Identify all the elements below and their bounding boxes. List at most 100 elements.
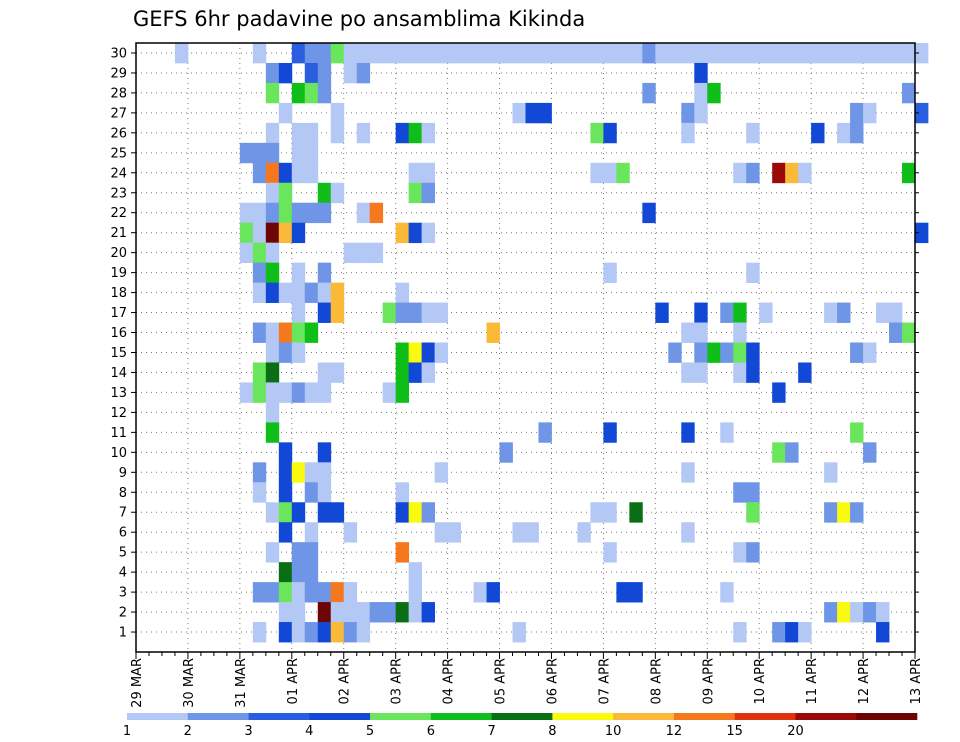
heatmap-cell	[720, 422, 734, 443]
heatmap-cell	[434, 43, 448, 64]
heatmap-cell	[330, 43, 345, 64]
y-tick-label: 25	[110, 146, 127, 161]
heatmap-cell	[629, 502, 643, 523]
heatmap-cell	[564, 43, 578, 64]
colorbar-label: 2	[184, 724, 192, 739]
heatmap-cell	[434, 302, 448, 323]
y-tick-label: 10	[110, 446, 127, 461]
x-axis: 29 MAR 30 MAR 31 MAR 01 APR 02 APR 03 APR 04 A…	[130, 652, 924, 708]
heatmap-cell	[746, 43, 760, 64]
y-tick-label: 3	[119, 586, 127, 601]
heatmap-cell	[330, 582, 345, 603]
heatmap-cell	[395, 482, 410, 503]
heatmap-cell	[291, 342, 306, 363]
heatmap-cell	[733, 362, 747, 383]
colorbar-swatch	[248, 713, 310, 720]
heatmap-cell	[785, 43, 799, 64]
heatmap-cell	[590, 122, 604, 144]
y-tick-label: 19	[110, 266, 127, 281]
heatmap-cell	[616, 162, 630, 184]
heatmap-cell	[291, 502, 306, 523]
heatmap-cell	[915, 102, 929, 124]
heatmap-cell	[252, 622, 267, 643]
heatmap-cell	[538, 43, 552, 64]
heatmap-cell	[278, 622, 293, 643]
heatmap-cell	[681, 43, 695, 64]
heatmap-cell	[421, 362, 436, 383]
heatmap-cell	[317, 62, 332, 84]
heatmap-cell	[343, 62, 358, 84]
heatmap-cell	[382, 43, 397, 64]
heatmap-cell	[330, 182, 345, 204]
heatmap-cell	[733, 162, 747, 184]
heatmap-cell	[395, 302, 410, 323]
heatmap-cell	[876, 622, 890, 643]
heatmap-cell	[837, 602, 851, 623]
heatmap-cell	[395, 602, 410, 623]
heatmap-cell	[265, 62, 280, 84]
colorbar-swatch	[795, 713, 857, 720]
heatmap-cell	[304, 582, 319, 603]
heatmap-cell	[252, 382, 267, 403]
heatmap-cell	[317, 282, 332, 303]
heatmap-cell	[317, 462, 332, 483]
heatmap-cell	[629, 582, 643, 603]
heatmap-cell	[590, 162, 604, 184]
heatmap-cell	[382, 302, 397, 323]
heatmap-cell	[278, 222, 293, 244]
heatmap-cell	[408, 502, 423, 523]
heatmap-cell	[499, 43, 513, 64]
colorbar-swatch	[127, 713, 189, 720]
heatmap-cell	[824, 302, 838, 323]
heatmap-cell	[772, 382, 786, 403]
heatmap-cell	[759, 302, 773, 323]
heatmap-cells	[174, 43, 929, 643]
heatmap-cell	[746, 342, 760, 363]
heatmap-cell	[330, 282, 345, 303]
heatmap-cell	[902, 43, 916, 64]
heatmap-cell	[252, 202, 267, 224]
heatmap-cell	[239, 382, 254, 403]
heatmap-cell	[590, 502, 604, 523]
heatmap-cell	[863, 342, 877, 363]
heatmap-cell	[278, 482, 293, 503]
heatmap-cell	[408, 562, 423, 583]
heatmap-cell	[395, 43, 410, 64]
heatmap-cell	[265, 242, 280, 264]
heatmap-cell	[915, 43, 929, 64]
heatmap-cell	[694, 82, 708, 104]
heatmap-cell	[252, 43, 267, 64]
heatmap-cell	[473, 43, 487, 64]
heatmap-cell	[772, 162, 786, 184]
heatmap-cell	[278, 202, 293, 224]
heatmap-cell	[278, 462, 293, 483]
heatmap-cell	[304, 142, 319, 164]
heatmap-cell	[603, 122, 617, 144]
colorbar-swatch	[187, 713, 249, 720]
y-axis: 1234567891011121314151617181920212223242…	[110, 46, 919, 641]
heatmap-cell	[408, 342, 423, 363]
heatmap-cell	[577, 43, 591, 64]
y-tick-label: 8	[119, 486, 127, 501]
heatmap-cell	[278, 522, 293, 543]
y-tick-label: 15	[110, 346, 127, 361]
heatmap-cell	[772, 442, 786, 463]
heatmap-cell	[317, 382, 332, 403]
heatmap-cell	[746, 362, 760, 383]
heatmap-cell	[850, 602, 864, 623]
colorbar-swatch	[613, 713, 675, 720]
heatmap-cell	[317, 482, 332, 503]
heatmap-cell	[356, 43, 371, 64]
heatmap-cell	[304, 82, 319, 104]
heatmap-cell	[746, 482, 760, 503]
heatmap-cell	[343, 602, 358, 623]
heatmap-cell	[265, 322, 280, 343]
y-tick-label: 18	[110, 286, 127, 301]
heatmap-cell	[330, 602, 345, 623]
heatmap-cell	[317, 43, 332, 64]
heatmap-cell	[824, 502, 838, 523]
heatmap-cell	[304, 522, 319, 543]
heatmap-cell	[343, 622, 358, 643]
heatmap-cell	[278, 322, 293, 343]
heatmap-cell	[356, 622, 371, 643]
